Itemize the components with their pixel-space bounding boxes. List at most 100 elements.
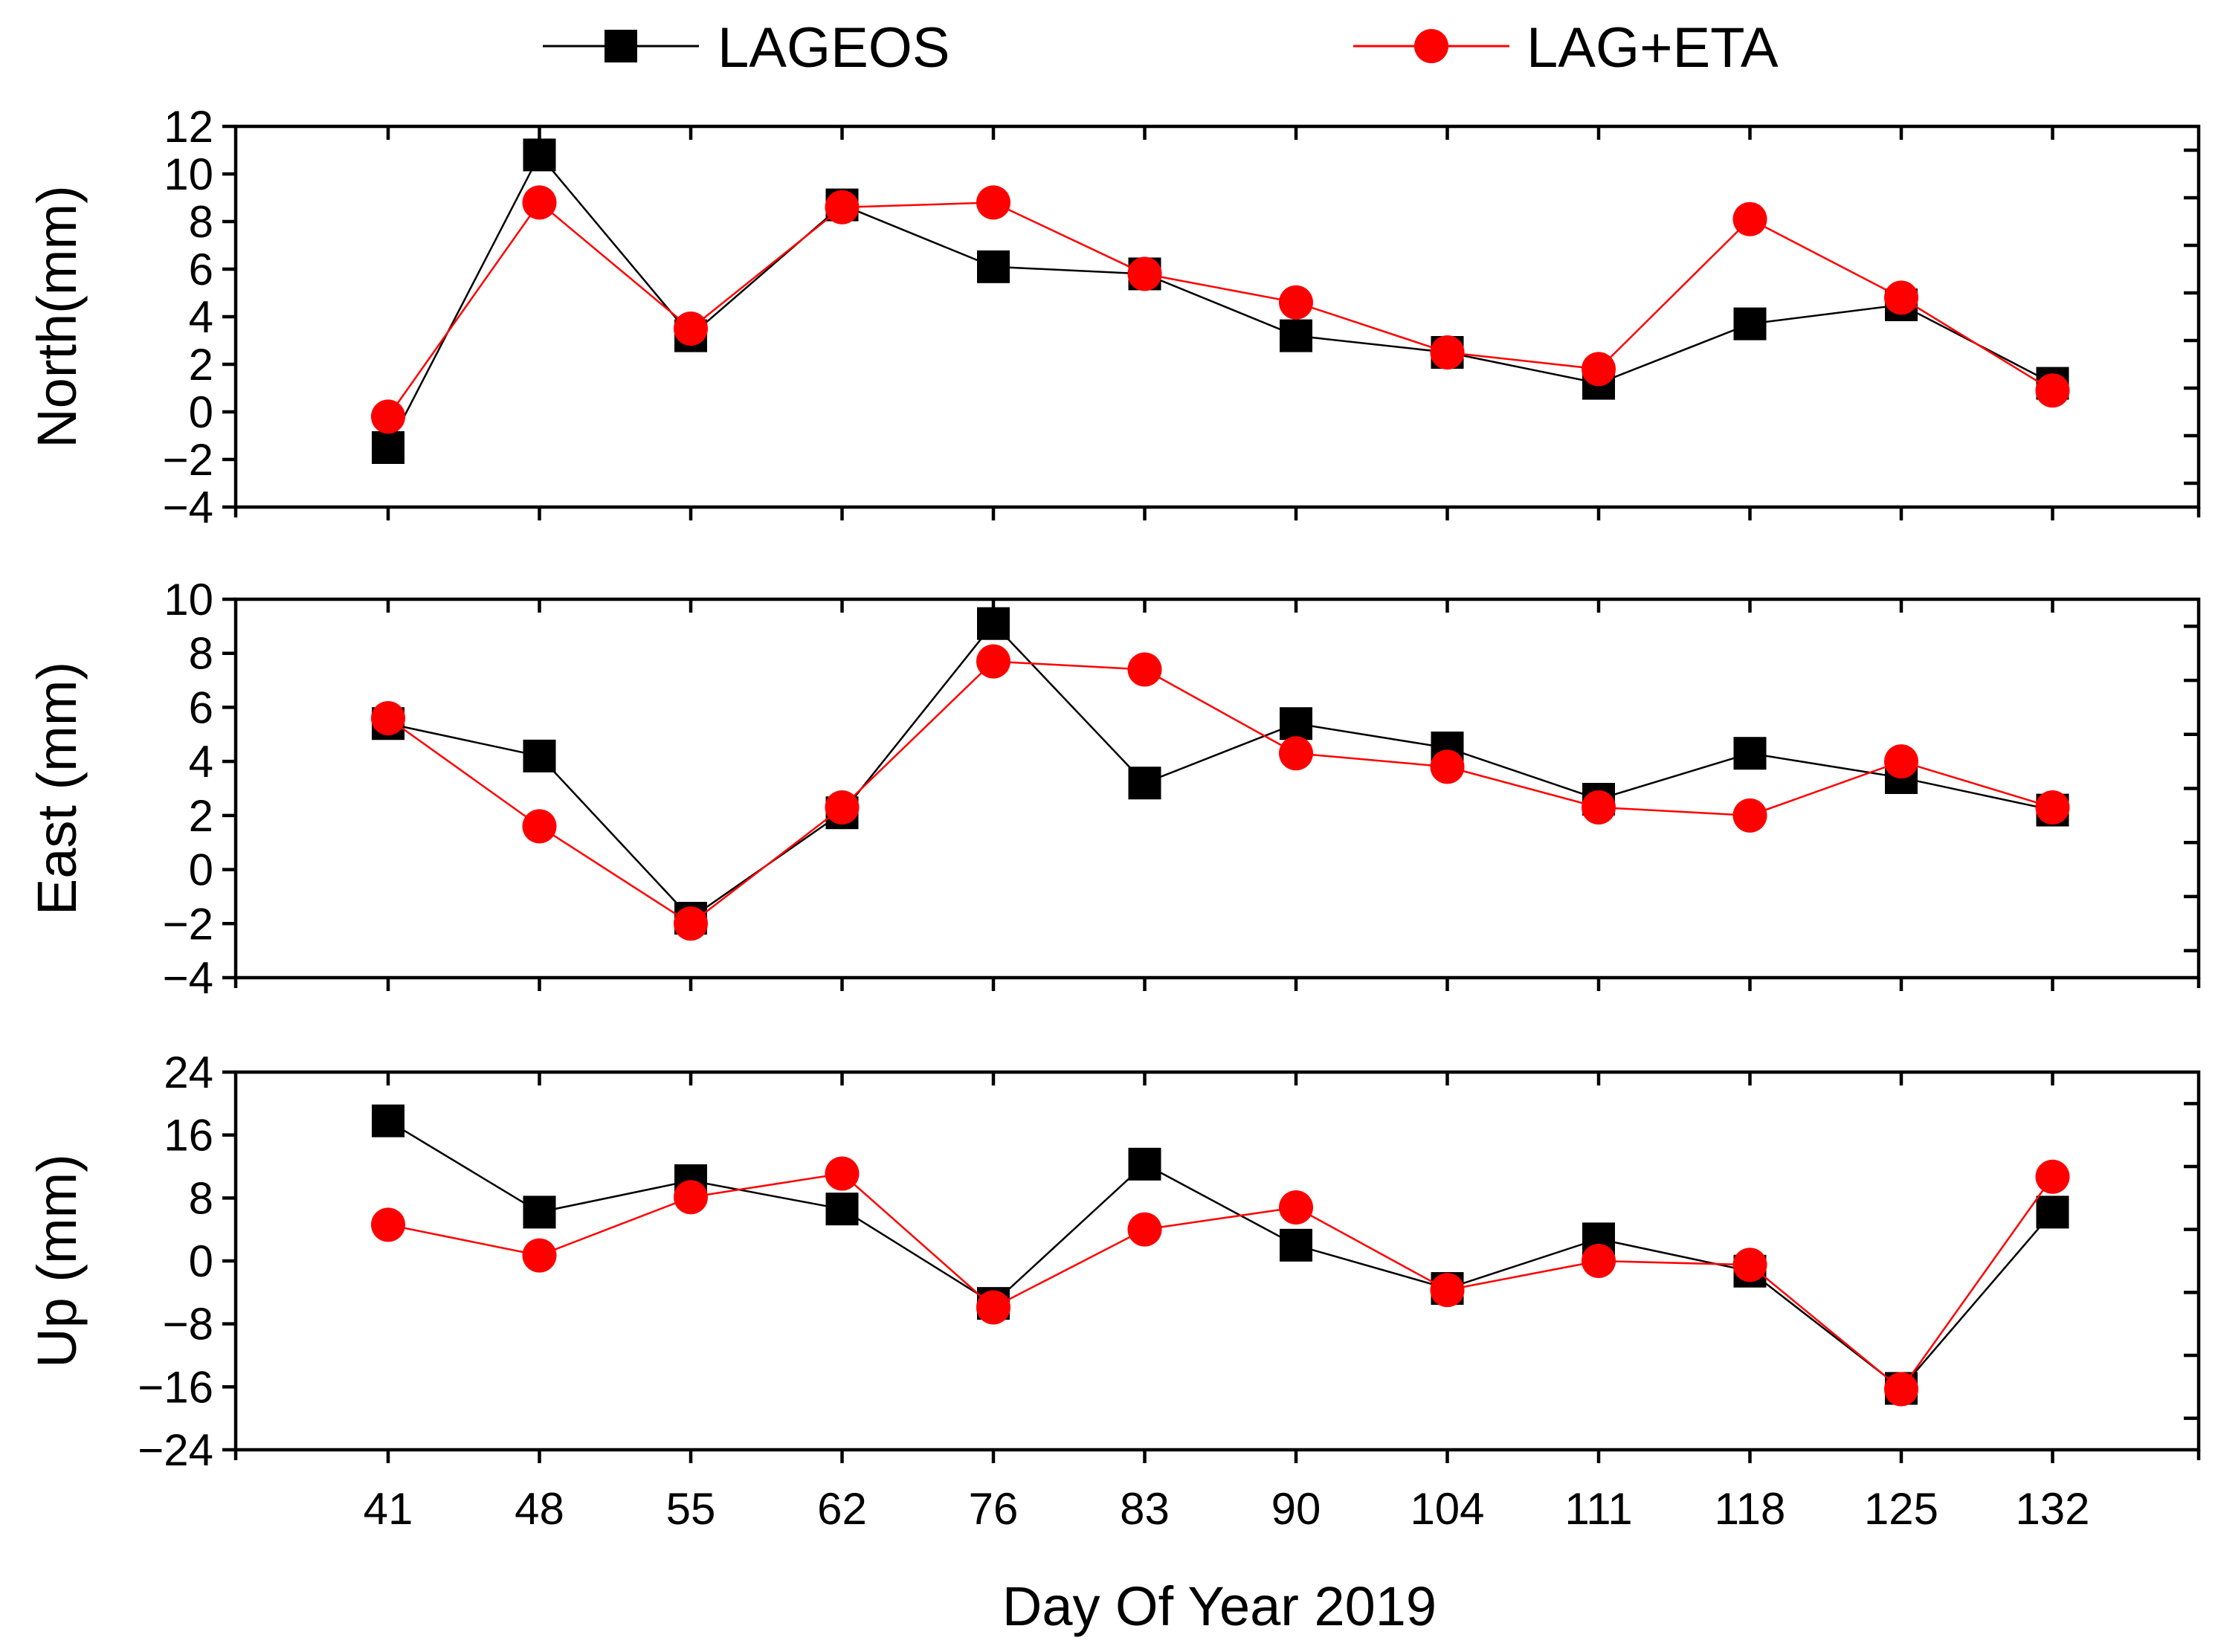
data-point-circle	[1732, 201, 1767, 236]
data-point-circle	[1430, 335, 1465, 370]
x-tick-label: 125	[1864, 1484, 1938, 1534]
y-tick-label: −4	[163, 483, 213, 532]
y-tick-label: 24	[164, 1048, 213, 1097]
data-point-square	[825, 1193, 859, 1226]
y-tick-label: 8	[189, 629, 213, 679]
y-tick-label: 10	[164, 575, 213, 625]
y-tick-label: 12	[164, 102, 213, 152]
data-point-circle	[2035, 790, 2070, 825]
series-lag-eta	[371, 1156, 2070, 1407]
x-tick-label: 111	[1564, 1484, 1632, 1534]
x-tick-label: 41	[364, 1484, 413, 1534]
data-point-square	[523, 138, 556, 172]
series-line	[387, 660, 2053, 925]
data-point-square	[1280, 1228, 1312, 1262]
data-point-circle	[371, 399, 405, 434]
y-tick-label: 8	[189, 1173, 213, 1223]
data-point-square	[1128, 1147, 1161, 1181]
y-axis-title: North(mm)	[26, 185, 88, 448]
y-tick-label: −24	[138, 1425, 213, 1475]
y-tick-label: 4	[189, 737, 213, 787]
series-lageos	[372, 1104, 2069, 1405]
y-axis-title: Up (mm)	[26, 1154, 88, 1368]
data-point-circle	[976, 1290, 1010, 1325]
data-point-square	[1280, 319, 1312, 352]
series-line	[387, 1120, 2054, 1390]
data-point-circle	[1732, 798, 1767, 833]
series-lag-eta	[371, 644, 2070, 941]
y-tick-label: 6	[189, 683, 213, 732]
data-point-circle	[674, 906, 708, 941]
series-line	[387, 153, 2054, 448]
data-point-square	[523, 1196, 556, 1229]
data-point-circle	[1127, 1212, 1162, 1247]
y-tick-label: 0	[189, 845, 213, 895]
data-point-circle	[1582, 1244, 1616, 1278]
panel-up-mm: −24 −16 −8 0 8 16 24 Up (mm)	[26, 1048, 2201, 1475]
data-point-circle	[976, 185, 1010, 220]
data-point-circle	[825, 190, 860, 225]
y-tick-label: 4	[189, 292, 213, 342]
data-point-circle	[1127, 256, 1162, 291]
legend-marker-lag-eta	[1414, 29, 1448, 63]
data-point-circle	[522, 185, 557, 220]
x-tick-label: 90	[1271, 1484, 1321, 1534]
data-point-circle	[1884, 1372, 1918, 1407]
data-point-square	[2036, 1196, 2069, 1229]
y-tick-label: 2	[189, 791, 213, 841]
series-line	[387, 622, 2053, 920]
data-point-circle	[1430, 1273, 1465, 1308]
series-lageos	[372, 138, 2069, 464]
data-point-circle	[825, 1156, 860, 1191]
legend-label-lageos: LAGEOS	[718, 16, 950, 80]
y-tick-label: −16	[138, 1362, 213, 1412]
data-point-square	[1128, 767, 1161, 800]
x-tick-label: 76	[969, 1484, 1019, 1534]
data-point-circle	[825, 790, 860, 825]
y-tick-label: −2	[163, 899, 213, 949]
data-point-circle	[674, 1180, 708, 1215]
x-tick-label: 132	[2015, 1484, 2089, 1534]
series-lag-eta	[371, 185, 2070, 434]
y-axis-title: East (mm)	[26, 662, 88, 915]
series-line	[387, 1172, 2054, 1391]
data-point-square	[372, 1104, 404, 1138]
series-line	[387, 201, 2054, 418]
data-point-square	[372, 431, 404, 464]
x-tick-label: 48	[515, 1484, 564, 1534]
x-tick-label: 62	[817, 1484, 867, 1534]
y-tick-label: 8	[189, 197, 213, 247]
data-point-circle	[1279, 285, 1313, 320]
x-axis: 41 48 55 62 76 83 90 104 111 118 125 132	[364, 1484, 2090, 1534]
data-point-circle	[1127, 652, 1162, 687]
data-point-circle	[1279, 736, 1313, 771]
data-point-circle	[371, 1207, 405, 1242]
data-point-circle	[976, 644, 1010, 679]
data-point-circle	[2035, 1159, 2070, 1194]
y-tick-label: 6	[189, 245, 213, 294]
x-tick-label: 83	[1120, 1484, 1170, 1534]
data-point-circle	[1279, 1190, 1313, 1225]
y-tick-label: 2	[189, 340, 213, 390]
y-tick-label: −8	[163, 1300, 213, 1349]
y-tick-label: 0	[189, 387, 213, 437]
data-point-square	[1280, 707, 1312, 741]
data-point-circle	[1732, 1248, 1767, 1282]
x-tick-label: 104	[1410, 1484, 1484, 1534]
data-point-circle	[522, 1238, 557, 1273]
data-point-circle	[1430, 749, 1465, 784]
data-point-circle	[371, 700, 405, 735]
data-point-square	[977, 250, 1010, 283]
y-tick-label: 0	[189, 1236, 213, 1286]
series-lageos	[372, 607, 2069, 935]
data-point-circle	[1582, 352, 1616, 387]
data-point-circle	[522, 809, 557, 844]
legend: LAGEOS LAG+ETA	[543, 16, 1779, 80]
data-point-circle	[1582, 790, 1616, 825]
x-axis-title: Day Of Year 2019	[1002, 1575, 1437, 1637]
data-point-square	[1733, 307, 1767, 341]
